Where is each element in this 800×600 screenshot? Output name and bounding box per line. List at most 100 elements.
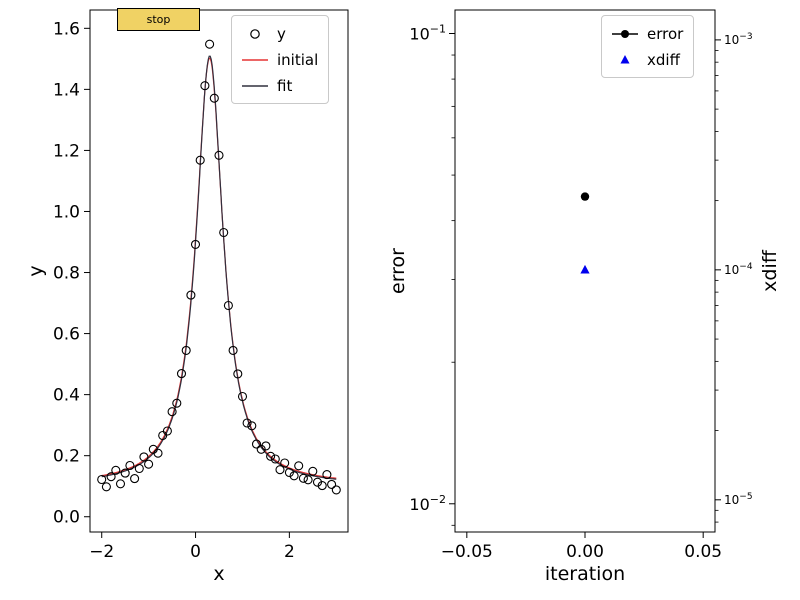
data-point bbox=[97, 474, 107, 485]
data-point bbox=[247, 421, 257, 431]
data-point bbox=[256, 444, 266, 454]
open-circle-marker-icon bbox=[240, 26, 270, 42]
data-point bbox=[205, 39, 215, 49]
data-point bbox=[284, 467, 294, 478]
data-point bbox=[214, 150, 224, 160]
data-point bbox=[233, 369, 243, 379]
y-axis-label: error bbox=[387, 248, 409, 294]
data-point bbox=[327, 479, 337, 489]
data-point bbox=[101, 482, 111, 492]
y-tick-label: 1.6 bbox=[53, 19, 80, 39]
y-tick-label: 10−2 bbox=[409, 493, 446, 514]
data-point bbox=[303, 475, 313, 485]
data-point bbox=[289, 471, 299, 481]
data-point bbox=[162, 426, 172, 436]
data-point bbox=[120, 468, 130, 478]
y-axis-label: y bbox=[25, 265, 47, 276]
data-point bbox=[115, 479, 126, 489]
x-tick-label: −0.05 bbox=[441, 542, 493, 562]
initial-line-icon bbox=[240, 52, 270, 68]
data-point bbox=[176, 369, 187, 379]
data-point bbox=[294, 461, 304, 471]
y2-tick-label: 10−4 bbox=[724, 262, 753, 277]
data-point bbox=[209, 93, 219, 103]
y-tick-label: 0.2 bbox=[53, 447, 80, 467]
data-point bbox=[158, 430, 168, 441]
data-point bbox=[181, 345, 191, 355]
right-axes: −0.05 0.00 0.05 10−2 10−1 10−5 10−4 10−3 iterati… bbox=[387, 9, 781, 585]
left-plot-legend: y initial fit bbox=[231, 15, 330, 104]
legend-label: y bbox=[277, 24, 286, 43]
data-point bbox=[308, 466, 318, 476]
data-point bbox=[237, 391, 248, 402]
x-tick-label: 0.00 bbox=[566, 542, 604, 562]
data-point bbox=[317, 481, 327, 491]
data-point bbox=[106, 472, 116, 482]
data-point bbox=[322, 470, 332, 480]
x-tick-label: 0.05 bbox=[684, 542, 722, 562]
error-point bbox=[580, 192, 590, 201]
data-point bbox=[242, 418, 252, 428]
x-axis-label: x bbox=[213, 563, 224, 585]
left-axes: −2 0 2 0.0 0.2 0.4 0.6 0.8 1.0 1.2 1.4 1.6 x y bbox=[25, 9, 349, 585]
y-tick-label: 1.4 bbox=[53, 80, 80, 100]
data-point bbox=[130, 474, 140, 484]
fit-line-icon bbox=[240, 78, 270, 94]
data-point bbox=[270, 454, 280, 464]
legend-label: fit bbox=[277, 76, 293, 95]
right-plot-legend: error xdiff bbox=[601, 15, 695, 78]
y-tick-label: 1.2 bbox=[53, 141, 80, 161]
data-point bbox=[186, 290, 196, 300]
x-tick-label: 0 bbox=[190, 542, 201, 562]
data-point bbox=[144, 459, 154, 469]
y-tick-label: 10−1 bbox=[409, 23, 446, 44]
data-point bbox=[298, 473, 308, 483]
stop-button[interactable]: stop bbox=[117, 8, 200, 31]
x-axis-label: iteration bbox=[545, 563, 625, 585]
data-point bbox=[219, 227, 229, 238]
y-tick-label: 1.0 bbox=[53, 202, 80, 222]
data-point bbox=[125, 460, 135, 471]
xdiff-point bbox=[580, 264, 590, 274]
data-point bbox=[228, 345, 238, 355]
data-point bbox=[134, 463, 144, 474]
data-point bbox=[195, 155, 205, 165]
data-point bbox=[172, 398, 182, 408]
data-point bbox=[167, 407, 177, 417]
data-point bbox=[275, 465, 285, 475]
legend-entry-fit: fit bbox=[240, 74, 318, 97]
legend-label: xdiff bbox=[647, 50, 680, 69]
data-point bbox=[223, 300, 233, 311]
data-point bbox=[111, 465, 121, 475]
x-tick-label: 2 bbox=[284, 542, 295, 562]
initial-curve bbox=[101, 57, 337, 479]
data-point bbox=[266, 451, 276, 461]
data-point bbox=[251, 439, 262, 449]
y-tick-label: 0.0 bbox=[53, 508, 80, 528]
y-tick-label: 0.4 bbox=[53, 386, 80, 406]
fit-curve bbox=[101, 55, 337, 480]
y-scatter-series bbox=[97, 39, 341, 495]
data-point bbox=[200, 81, 210, 91]
y2-tick-label: 10−5 bbox=[724, 492, 753, 507]
axes-frame bbox=[89, 9, 349, 533]
y2-axis-label: xdiff bbox=[759, 249, 781, 292]
legend-entry-y: y bbox=[240, 22, 318, 45]
legend-entry-xdiff: xdiff bbox=[610, 48, 683, 71]
legend-entry-error: error bbox=[610, 22, 683, 45]
y-tick-label: 0.6 bbox=[53, 325, 80, 345]
legend-label: initial bbox=[277, 50, 319, 69]
legend-label: error bbox=[647, 24, 684, 43]
data-point bbox=[190, 239, 201, 249]
y-tick-label: 0.8 bbox=[53, 264, 80, 284]
y2-tick-label: 10−3 bbox=[724, 32, 753, 47]
legend-entry-initial: initial bbox=[240, 48, 318, 71]
data-point bbox=[139, 452, 149, 462]
x-tick-label: −2 bbox=[89, 542, 114, 562]
data-point bbox=[153, 448, 163, 458]
data-point bbox=[280, 458, 290, 468]
data-point bbox=[261, 441, 271, 451]
data-point bbox=[312, 477, 323, 487]
